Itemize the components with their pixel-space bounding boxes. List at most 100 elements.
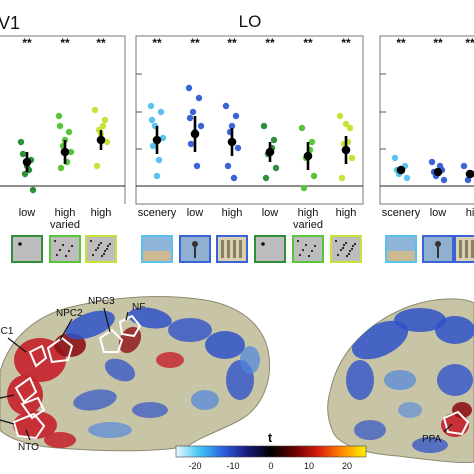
colorbar-tick-label: -10 bbox=[226, 461, 239, 471]
significance-marker: ** bbox=[96, 36, 106, 50]
activation-blob bbox=[168, 318, 212, 342]
data-point bbox=[260, 122, 268, 130]
category-label: low bbox=[430, 207, 447, 219]
category-label: hi bbox=[466, 207, 474, 219]
stimulus-thumbnail bbox=[49, 235, 81, 263]
activation-blob bbox=[205, 331, 245, 359]
stimulus-thumbnail bbox=[454, 235, 474, 263]
stimulus-thumbnail bbox=[216, 235, 248, 263]
data-point bbox=[262, 174, 270, 182]
mean-marker bbox=[152, 135, 162, 145]
activation-blob bbox=[354, 420, 386, 440]
v1-panel-frame bbox=[0, 35, 126, 204]
category-label: scenery bbox=[138, 207, 177, 219]
stimulus-thumbnail bbox=[385, 235, 417, 263]
data-point bbox=[308, 138, 316, 146]
category-label: high varied bbox=[50, 207, 80, 231]
roi-label-nto: NTO bbox=[18, 442, 39, 453]
data-point bbox=[93, 162, 101, 170]
mean-marker bbox=[265, 147, 275, 157]
data-point bbox=[147, 102, 155, 110]
activation-blob bbox=[452, 402, 472, 418]
data-point bbox=[148, 116, 156, 124]
category-label: low bbox=[262, 207, 279, 219]
data-point bbox=[195, 94, 203, 102]
data-point bbox=[232, 112, 240, 120]
mean-marker bbox=[341, 145, 351, 155]
data-point bbox=[391, 154, 399, 162]
stimulus-thumbnail bbox=[179, 235, 211, 263]
category-label: low bbox=[187, 207, 204, 219]
category-label: high bbox=[336, 207, 357, 219]
activation-blob bbox=[394, 308, 446, 332]
data-point bbox=[270, 136, 278, 144]
stimulus-thumbnail bbox=[11, 235, 43, 263]
data-point bbox=[187, 140, 195, 148]
stimulus-thumbnail bbox=[85, 235, 117, 263]
colorbar-tick-label: 0 bbox=[268, 461, 273, 471]
right-y-ticks bbox=[380, 73, 386, 150]
category-label: high varied bbox=[293, 207, 323, 231]
category-label: low bbox=[19, 207, 36, 219]
data-point bbox=[228, 122, 236, 130]
roi-label-nf: NF bbox=[132, 302, 145, 313]
data-point bbox=[403, 174, 411, 182]
activation-blob bbox=[44, 432, 76, 448]
data-point bbox=[197, 122, 205, 130]
data-point bbox=[157, 108, 165, 116]
activation-blob bbox=[384, 370, 416, 390]
data-point bbox=[186, 114, 194, 122]
data-point bbox=[338, 174, 346, 182]
data-point bbox=[101, 116, 109, 124]
roi-label-pc1: PC1 bbox=[0, 326, 14, 337]
colorbar-tick-label: 20 bbox=[342, 461, 352, 471]
activation-blob bbox=[435, 316, 474, 344]
colorbar-tick-label: 10 bbox=[304, 461, 314, 471]
activation-blob bbox=[65, 310, 115, 340]
significance-marker: ** bbox=[152, 36, 162, 50]
data-point bbox=[91, 106, 99, 114]
data-point bbox=[65, 128, 73, 136]
activation-blob bbox=[128, 307, 172, 329]
data-point bbox=[21, 170, 29, 178]
data-point bbox=[56, 122, 64, 130]
activation-blob bbox=[73, 389, 117, 411]
data-point bbox=[346, 124, 354, 132]
activation-blob bbox=[412, 437, 448, 453]
data-point bbox=[185, 84, 193, 92]
significance-marker: ** bbox=[465, 36, 474, 50]
data-point bbox=[230, 174, 238, 182]
data-point bbox=[103, 138, 111, 146]
activation-blob bbox=[104, 358, 136, 382]
data-point bbox=[298, 124, 306, 132]
stimulus-thumbnail bbox=[422, 235, 454, 263]
activation-blob bbox=[437, 364, 473, 396]
activation-blob bbox=[88, 422, 132, 438]
activation-blob bbox=[346, 360, 374, 400]
data-point bbox=[310, 172, 318, 180]
data-point bbox=[348, 154, 356, 162]
category-label: high bbox=[91, 207, 112, 219]
mean-marker bbox=[433, 167, 443, 177]
category-label: high bbox=[222, 207, 243, 219]
significance-marker: ** bbox=[265, 36, 275, 50]
significance-marker: ** bbox=[227, 36, 237, 50]
mean-marker bbox=[465, 169, 474, 179]
mean-marker bbox=[227, 137, 237, 147]
mean-marker bbox=[303, 151, 313, 161]
mean-marker bbox=[190, 129, 200, 139]
roi-label-npc3: NPC3 bbox=[88, 296, 115, 307]
significance-marker: ** bbox=[341, 36, 351, 50]
data-point bbox=[234, 144, 242, 152]
data-point bbox=[189, 108, 197, 116]
left-brain-map bbox=[0, 296, 271, 452]
activation-blob bbox=[156, 352, 184, 368]
data-point bbox=[193, 162, 201, 170]
data-point bbox=[460, 162, 468, 170]
data-point bbox=[153, 172, 161, 180]
data-point bbox=[67, 148, 75, 156]
activation-blob bbox=[14, 338, 66, 382]
colorbar-tick-label: -20 bbox=[188, 461, 201, 471]
mean-marker bbox=[60, 147, 70, 157]
data-point bbox=[99, 122, 107, 130]
